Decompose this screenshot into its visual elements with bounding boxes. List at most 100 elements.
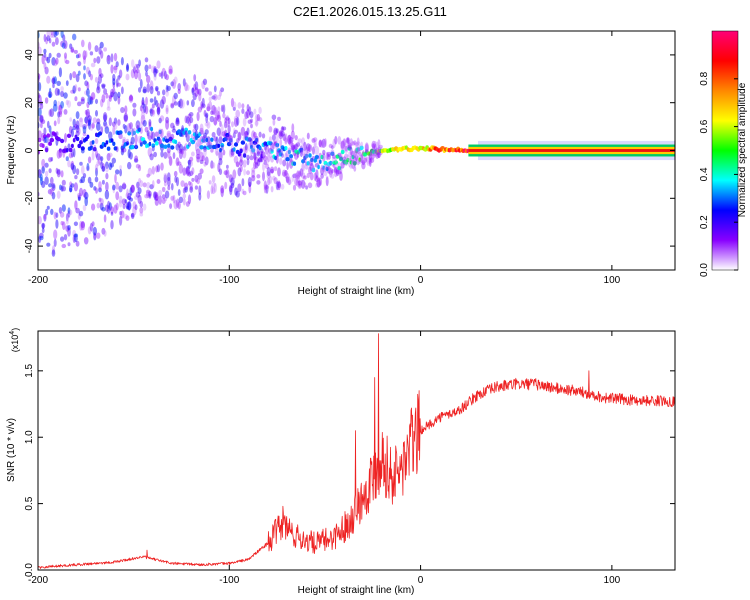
spectrogram-cell [121, 147, 127, 153]
spectrogram-cell [144, 126, 149, 133]
spectrogram-cell [143, 203, 147, 211]
spectrogram-cell [129, 141, 133, 146]
spectrogram-cell [175, 117, 180, 123]
spectrogram-cell [242, 190, 247, 196]
spectrogram-cell [158, 117, 162, 124]
spectrogram-cell [137, 135, 142, 144]
spectrogram-cell [215, 110, 219, 121]
spectrogram-cell [297, 138, 302, 144]
spectrogram-cell [75, 130, 80, 137]
spectrogram-cell [110, 138, 114, 143]
spectrogram-cell [57, 100, 61, 111]
spectrogram-cell [259, 153, 264, 163]
spectrogram-cell [240, 140, 246, 145]
spectrogram-cell [94, 176, 99, 183]
spectrogram-cell [271, 114, 277, 120]
spectrogram-cell [197, 106, 202, 113]
spectrogram-cell [156, 164, 161, 173]
spectrogram-cell [303, 143, 307, 150]
spectrogram-cell [327, 166, 331, 174]
spectrogram-cell [74, 123, 78, 129]
spectrogram-cell [151, 145, 155, 152]
spectrogram-cell [187, 113, 192, 119]
spectrogram-cell [171, 128, 177, 133]
spectrogram-cell [38, 137, 42, 143]
spectrogram-cell [316, 180, 321, 188]
spectrogram-cell [96, 56, 101, 64]
spectrogram-cell [129, 152, 133, 160]
spectrogram-cell [256, 158, 261, 167]
spectrogram-cell [51, 191, 56, 200]
spectrogram-cell [184, 186, 188, 193]
spectrogram-cell [287, 147, 292, 154]
spectrogram-cell [155, 69, 159, 74]
spectrogram-cell [263, 155, 268, 162]
spectrogram-cell [46, 205, 50, 210]
spectrogram-cell [277, 167, 281, 177]
spectrogram-cell [96, 121, 101, 131]
spectrogram-cell [67, 160, 71, 168]
spectrogram-cell [163, 174, 168, 184]
spectrogram-cell [270, 186, 274, 193]
spectrogram-cell [46, 35, 51, 42]
spectrogram-cell [278, 148, 283, 156]
spectrogram-cell [43, 127, 47, 136]
spectrogram-cell [275, 142, 280, 148]
spectrogram-cell [248, 184, 252, 194]
spectrogram-cell [44, 135, 49, 144]
spectrogram-cell [287, 179, 292, 185]
spectrogram-cell [347, 157, 352, 168]
spectrogram-cell [56, 169, 61, 178]
spectrogram-cell [216, 94, 221, 101]
spectrogram-cell [89, 96, 94, 105]
spectrogram-cell [41, 143, 45, 148]
spectrogram-cell [347, 146, 352, 151]
spectrogram-cell [320, 173, 324, 179]
spectrogram-cell [208, 141, 213, 149]
spectrogram-cell [103, 114, 107, 122]
spectrogram-cell [372, 152, 376, 159]
spectrogram-cell [253, 108, 257, 115]
spectrogram-cell [138, 87, 142, 93]
spectrogram-cell [328, 167, 334, 175]
spectrogram-cell [56, 168, 61, 175]
spectrogram-cell [260, 153, 264, 159]
spectrogram-cell [59, 184, 62, 191]
spectrogram-cell [256, 174, 261, 179]
spectrogram-cell [205, 137, 209, 143]
spectrogram-cell [103, 142, 107, 148]
spectrogram-cell [332, 138, 336, 149]
spectrogram-cell [321, 166, 326, 172]
spectrogram-cell [229, 185, 233, 196]
spectrogram-cell [82, 188, 87, 198]
spectrogram-cell [233, 129, 239, 134]
spectrogram-cell [96, 202, 101, 209]
spectrogram-cell [226, 115, 229, 120]
spectrogram-cell [246, 127, 250, 136]
spectrogram-cell [95, 167, 98, 177]
spectrogram-cell [119, 165, 122, 170]
spectrogram-cell [56, 190, 61, 199]
spectrogram-cell [135, 191, 141, 198]
spectrogram-cell [111, 121, 116, 127]
x-tick-label: -200 [28, 575, 48, 586]
spectrogram-cell [236, 117, 240, 126]
spectrogram-cell [80, 221, 86, 231]
spectrogram-cell [112, 87, 116, 95]
spectrogram-cell [366, 161, 371, 166]
spectrogram-cell [324, 138, 327, 147]
spectrogram-cell [313, 158, 318, 163]
spectrogram-cell [100, 161, 104, 170]
spectrogram-cell [190, 139, 196, 145]
spectrogram-cell [66, 100, 72, 108]
spectrogram-cell [171, 183, 174, 191]
spectrogram-cell [294, 177, 299, 186]
spectrogram-cell [270, 142, 274, 152]
spectrogram-cell [158, 195, 162, 205]
spectrogram-cell [104, 204, 109, 212]
spectrogram-cell [335, 168, 340, 177]
x-tick-label: 0 [418, 275, 424, 286]
spectrogram-cell [93, 233, 97, 241]
spectrogram-cell [69, 72, 73, 81]
spectrogram-cell [180, 180, 185, 188]
